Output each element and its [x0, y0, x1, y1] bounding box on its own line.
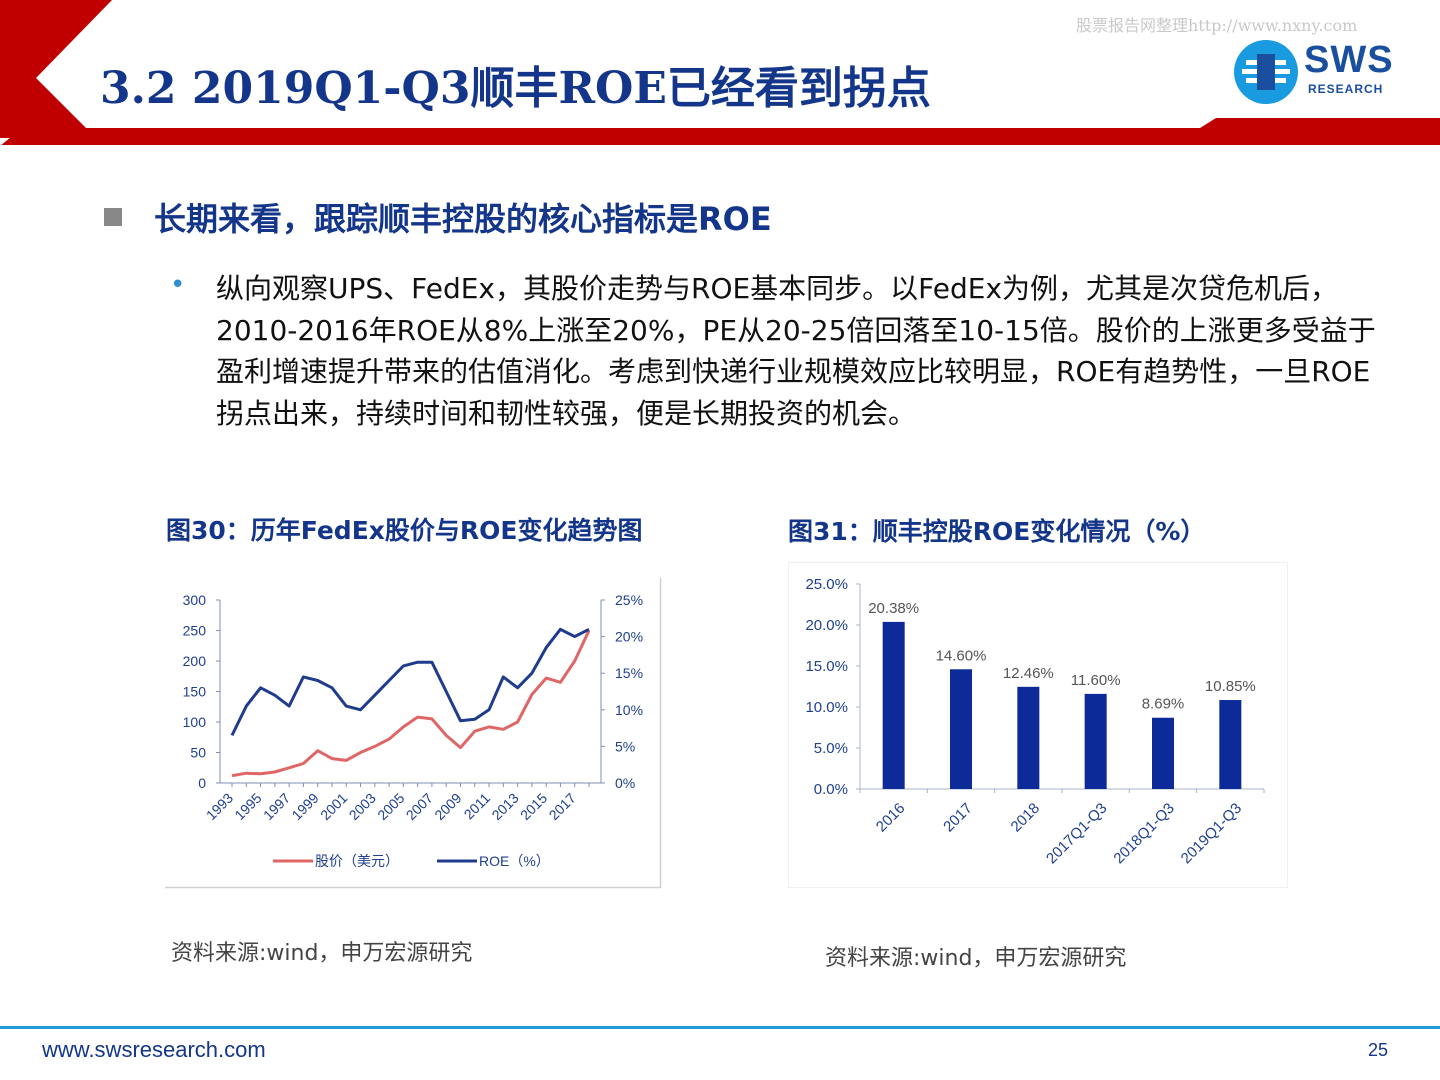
left-tick-label: 300: [183, 592, 207, 608]
x-tick-label: 2018: [1008, 800, 1044, 836]
x-tick-label: 2017: [545, 790, 578, 823]
figure-31-chart: 0.0% 5.0% 10.0% 15.0% 20.0% 25.0% 20.38% 2016 14…: [788, 562, 1288, 888]
legend-price-label: 股价（美元）: [315, 853, 399, 869]
data-label: 8.69%: [1142, 696, 1185, 713]
x-tick-label: 1995: [231, 790, 264, 823]
roe-series-line: [230, 627, 590, 737]
bar: [1084, 693, 1107, 789]
y-tick-label: 15.0%: [805, 658, 848, 675]
body-paragraph: 纵向观察UPS、FedEx，其股价走势与ROE基本同步。以FedEx为例，尤其是…: [216, 272, 1376, 430]
y-tick-label: 20.0%: [805, 617, 848, 634]
y-tick-label: 0.0%: [814, 781, 848, 798]
y-tick-label: 25.0%: [805, 576, 848, 593]
legend-roe-label: ROE（%）: [479, 853, 550, 869]
x-tick-label: 2007: [403, 790, 436, 823]
bullet-dot-icon: •: [170, 270, 186, 300]
x-tick-label: 2011: [461, 790, 494, 823]
right-tick-label: 10%: [615, 702, 643, 718]
logo-subtitle: RESEARCH: [1308, 82, 1384, 96]
x-tick-label: 2005: [374, 790, 407, 823]
bar-chart-svg: 0.0% 5.0% 10.0% 15.0% 20.0% 25.0% 20.38% 2016 14…: [788, 562, 1288, 888]
sws-logo-icon: [1234, 40, 1298, 104]
watermark-text: 股票报告网整理http://www.nxny.com: [1076, 16, 1358, 35]
figure-30-chart: 0 50 100 150 200 250 300 0% 5% 10% 15% 20% 25% 1993 19…: [165, 578, 662, 889]
page-title: 3.2 2019Q1-Q3顺丰ROE已经看到拐点: [100, 63, 931, 114]
right-tick-label: 20%: [615, 629, 643, 645]
x-tick-label: 2016: [873, 800, 909, 836]
data-label: 11.60%: [1071, 672, 1121, 689]
left-tick-label: 200: [183, 653, 207, 669]
figure-30-source: 资料来源:wind，申万宏源研究: [171, 941, 473, 966]
logo-wordmark: SWS: [1304, 39, 1394, 81]
left-tick-label: 150: [183, 684, 207, 700]
y-tick-label: 10.0%: [805, 699, 848, 716]
figure-31-source: 资料来源:wind，申万宏源研究: [825, 946, 1127, 971]
x-tick-label: 2009: [431, 790, 464, 823]
square-bullet-icon: [104, 208, 122, 226]
data-label: 12.46%: [1003, 665, 1054, 682]
x-tick-label: 2015: [517, 790, 550, 823]
bar: [1152, 717, 1174, 789]
footer-website-link[interactable]: www.swsresearch.com: [42, 1037, 266, 1062]
x-tick-label: 2017: [940, 800, 976, 836]
bar: [950, 669, 972, 789]
left-tick-label: 250: [183, 623, 207, 639]
x-tick-label: 2013: [488, 790, 521, 823]
left-tick-label: 100: [183, 714, 207, 730]
bar: [882, 621, 905, 789]
header-red-bar: [1, 118, 1440, 145]
left-tick-label: 0: [198, 775, 206, 791]
right-tick-label: 15%: [615, 665, 643, 681]
right-tick-label: 0%: [615, 775, 635, 791]
figure-31-caption: 图31：顺丰控股ROE变化情况（%）: [788, 517, 1206, 546]
chart-frame: [788, 562, 1288, 888]
line-chart-svg: 0501001502002503000%5%10%15%20%25%199319…: [165, 578, 662, 889]
x-tick-label: 2018Q1-Q3: [1110, 800, 1177, 867]
footer-rule: [0, 1026, 1440, 1029]
x-tick-label: 2003: [346, 790, 379, 823]
data-label: 10.85%: [1205, 678, 1256, 695]
header-red-chevron: [0, 0, 112, 138]
right-tick-label: 25%: [615, 592, 643, 608]
header-band: 3.2 2019Q1-Q3顺丰ROE已经看到拐点 股票报告网整理http://w…: [0, 0, 1440, 145]
bar: [1219, 700, 1242, 789]
data-label: 14.60%: [936, 647, 987, 664]
header-shape: [0, 0, 1440, 145]
x-tick-label: 2017Q1-Q3: [1043, 800, 1110, 867]
x-tick-label: 1997: [260, 790, 293, 823]
x-tick-label: 2019Q1-Q3: [1178, 800, 1245, 867]
price-series-line: [231, 629, 591, 778]
x-tick-label: 1999: [288, 790, 321, 823]
x-tick-label: 1993: [203, 790, 236, 823]
sws-logo: SWS RESEARCH: [1232, 38, 1412, 108]
figure-30-caption: 图30：历年FedEx股价与ROE变化趋势图: [166, 516, 643, 545]
page-number: 25: [1368, 1040, 1389, 1060]
y-tick-label: 5.0%: [814, 740, 848, 757]
left-tick-label: 50: [190, 745, 206, 761]
x-tick-label: 2001: [317, 790, 350, 823]
data-label: 20.38%: [868, 600, 919, 617]
bar: [1017, 686, 1040, 789]
lead-heading: 长期来看，跟踪顺丰控股的核心指标是ROE: [154, 200, 772, 238]
right-tick-label: 5%: [615, 738, 635, 754]
